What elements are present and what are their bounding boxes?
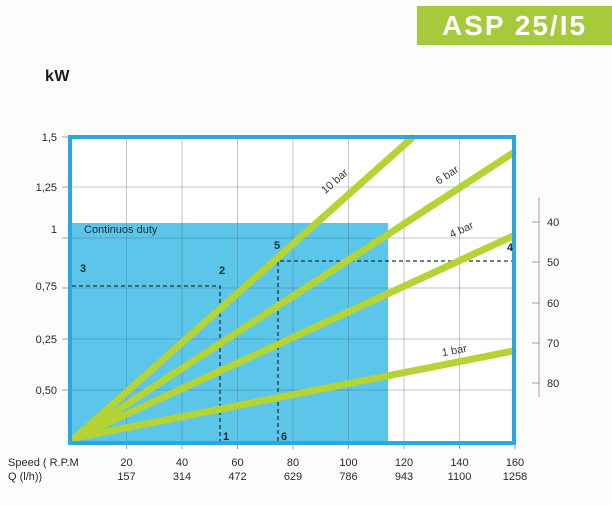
flow-tick-row: 157 314 472 629 786 943 1100 1258 (117, 471, 527, 483)
flow-tick: 157 (117, 471, 135, 483)
flow-tick: 1258 (503, 471, 527, 483)
dashed-path-a (72, 285, 221, 441)
y-tick: 0,75 (36, 281, 57, 293)
point-labels: 3 2 1 5 6 4 (80, 240, 514, 443)
right-scale-tick: 70 (547, 338, 559, 350)
y-axis-unit-label: kW (45, 68, 70, 85)
right-scale-tick: 80 (547, 378, 559, 390)
flow-tick: 786 (339, 471, 357, 483)
curve-10bar (71, 134, 416, 442)
product-title-badge: ASP 25/I5 (417, 6, 612, 45)
dashed-path-b (277, 260, 513, 441)
y-tick: 1,5 (42, 132, 57, 144)
point-1: 1 (223, 431, 229, 443)
speed-tick: 40 (176, 457, 188, 469)
speed-tick: 140 (450, 457, 468, 469)
speed-tick: 100 (339, 457, 357, 469)
point-6: 6 (281, 431, 287, 443)
flow-tick: 1100 (448, 471, 472, 483)
curve-4bar (71, 232, 517, 442)
flow-tick: 314 (173, 471, 191, 483)
point-3: 3 (80, 263, 86, 275)
pressure-curves (71, 134, 517, 442)
y-axis-labels: 1,5 1,25 1 0,75 0,25 0,50 (36, 132, 57, 397)
speed-tick: 120 (395, 457, 413, 469)
speed-tick-row: 20 40 60 80 100 120 140 160 (120, 457, 524, 469)
product-title: ASP 25/I5 (441, 9, 588, 41)
y-tick: 1 (51, 224, 57, 236)
y-tick: 0,25 (36, 334, 57, 346)
flow-row-label: Q (l/h)) (8, 471, 42, 483)
speed-tick: 160 (506, 457, 524, 469)
y-tick: 1,25 (36, 182, 57, 194)
continuous-duty-label: Continuos duty (84, 224, 158, 236)
right-scale-tick: 40 (547, 217, 559, 229)
y-tick: 0,50 (36, 385, 57, 397)
curve-1bar (71, 347, 517, 442)
curve-6bar (71, 149, 517, 442)
right-scale-tick: 60 (547, 298, 559, 310)
point-2: 2 (219, 265, 225, 277)
speed-row-label: Speed ( R.P.M (8, 457, 79, 469)
flow-tick: 472 (228, 471, 246, 483)
right-scale-tick: 50 (547, 257, 559, 269)
dashed-markers (72, 260, 513, 441)
axis-ticks (62, 136, 516, 449)
point-4: 4 (507, 242, 514, 254)
speed-tick: 80 (287, 457, 299, 469)
speed-tick: 60 (231, 457, 243, 469)
point-5: 5 (274, 240, 280, 252)
right-scale: 40 50 60 70 80 (532, 197, 559, 397)
curve-label-1bar: 1 bar (441, 343, 468, 360)
chart-border (68, 135, 516, 445)
flow-tick: 943 (395, 471, 413, 483)
flow-tick: 629 (284, 471, 302, 483)
speed-tick: 20 (120, 457, 132, 469)
